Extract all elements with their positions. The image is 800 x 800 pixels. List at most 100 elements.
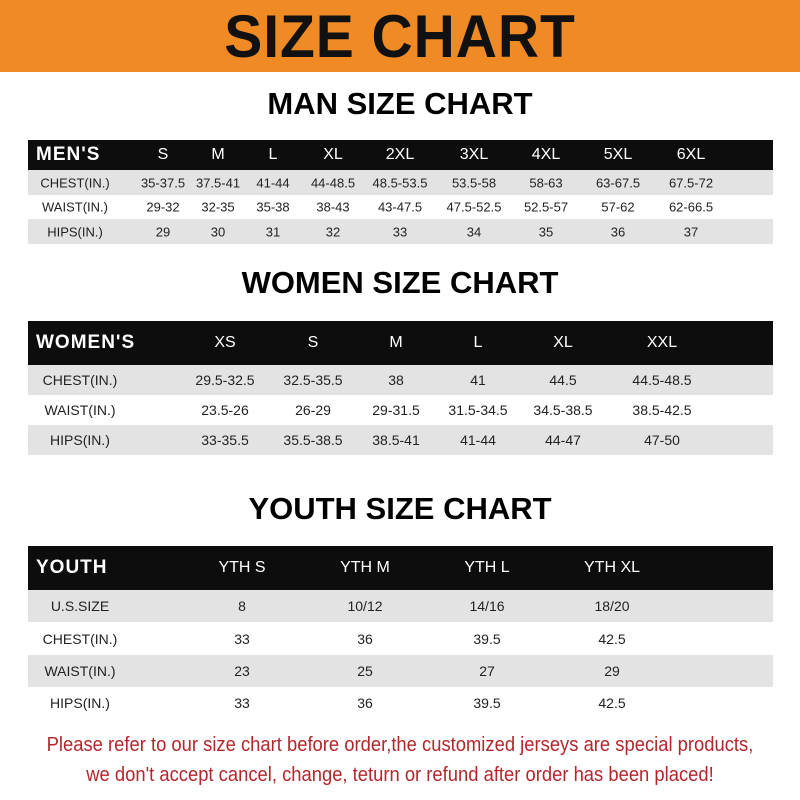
measurement-cell: 44-48.5	[310, 175, 356, 190]
measurement-cell: 36	[357, 630, 373, 647]
measurement-cell: 36	[357, 694, 373, 711]
size-header-cell: 6XL	[676, 146, 706, 163]
measurement-cell: 29	[604, 663, 620, 679]
measurement-cell: 67.5-72	[668, 175, 714, 190]
measurement-cell: 14/16	[469, 598, 505, 614]
title-banner	[0, 0, 800, 72]
women-size-table: WOMEN'S XS S M L XL XXL CHEST(IN.) 29.5-32.5 32.5…	[28, 321, 773, 455]
size-header-cell: XL	[323, 146, 343, 163]
size-header-cell: XXL	[646, 334, 678, 351]
notice-line-2: we don't accept cancel, change, teturn o…	[86, 764, 714, 786]
table-row: HIPS(IN.) 29 30 31 32 33 34 35 36 37	[28, 219, 773, 244]
measurement-cell: 33	[392, 224, 408, 239]
measurement-cell: 42.5	[598, 630, 626, 647]
row-label: HIPS(IN.)	[50, 432, 110, 448]
measurement-cell: 44.5	[549, 372, 577, 388]
main-title: SIZE CHART	[224, 3, 576, 70]
measurement-cell: 26-29	[295, 402, 331, 418]
measurement-cell: 29	[155, 224, 171, 239]
row-label: CHEST(IN.)	[42, 630, 118, 647]
table-row: HIPS(IN.) 33 36 39.5 42.5	[28, 687, 773, 718]
measurement-cell: 48.5-53.5	[372, 175, 428, 190]
measurement-cell: 29-31.5	[372, 402, 420, 418]
measurement-cell: 32.5-35.5	[283, 372, 343, 388]
row-label: HIPS(IN.)	[50, 694, 110, 711]
row-label: CHEST(IN.)	[42, 372, 118, 388]
measurement-cell: 35.5-38.5	[283, 432, 343, 448]
measurement-cell: 39.5	[473, 630, 501, 647]
measurement-cell: 33	[234, 630, 250, 647]
row-label: WAIST(IN.)	[42, 199, 108, 215]
measurement-cell: 41	[470, 372, 486, 388]
row-label: WAIST(IN.)	[44, 402, 116, 418]
size-header-cell: 5XL	[603, 146, 633, 163]
size-header-cell: YTH XL	[583, 559, 641, 576]
measurement-cell: 39.5	[473, 694, 501, 711]
measurement-cell: 34	[466, 224, 482, 239]
table-title-cell: MEN'S	[36, 144, 101, 165]
measurement-cell: 31	[265, 224, 281, 239]
measurement-cell: 63-67.5	[595, 175, 641, 190]
measurement-cell: 38-43	[316, 199, 350, 215]
table-row: U.S.SIZE 8 10/12 14/16 18/20	[28, 590, 773, 622]
size-header-cell: L	[473, 334, 483, 351]
measurement-cell: 37	[683, 224, 699, 239]
size-header-cell: S	[307, 334, 319, 351]
measurement-cell: 44-47	[545, 432, 581, 448]
measurement-cell: 53.5-58	[451, 175, 497, 190]
measurement-cell: 35-37.5	[140, 175, 186, 190]
measurement-cell: 30	[210, 224, 226, 239]
measurement-cell: 37.5-41	[195, 175, 241, 190]
measurement-cell: 33	[234, 694, 250, 711]
size-header-cell: YTH S	[218, 559, 266, 576]
table-header-row: MEN'S S M L XL 2XL 3XL 4XL 5XL 6XL	[28, 140, 773, 170]
measurement-cell: 27	[479, 663, 495, 679]
size-header-cell: 2XL	[385, 146, 415, 163]
size-header-cell: 4XL	[531, 146, 561, 163]
measurement-cell: 38	[388, 372, 404, 388]
table-row: CHEST(IN.) 35-37.5 37.5-41 41-44 44-48.5 48.5…	[28, 170, 773, 195]
row-label: U.S.SIZE	[50, 598, 110, 614]
measurement-cell: 41-44	[460, 432, 496, 448]
youth-size-table: YOUTH YTH S YTH M YTH L YTH XL U.S.SIZE 8 10/12…	[28, 546, 773, 718]
row-label: WAIST(IN.)	[44, 663, 116, 679]
measurement-cell: 35-38	[256, 199, 290, 215]
measurement-cell: 58-63	[529, 175, 563, 190]
measurement-cell: 47.5-52.5	[446, 199, 502, 215]
table-row: WAIST(IN.) 23.5-26 26-29 29-31.5 31.5-34.5 34…	[28, 395, 773, 425]
measurement-cell: 23	[234, 663, 250, 679]
size-header-cell: XS	[214, 334, 236, 351]
measurement-cell: 32-35	[201, 199, 235, 215]
women-section-title: WOMEN SIZE CHART	[241, 265, 559, 300]
size-header-cell: YTH M	[340, 559, 390, 576]
measurement-cell: 32	[325, 224, 341, 239]
table-header-row: YOUTH YTH S YTH M YTH L YTH XL	[28, 546, 773, 590]
measurement-cell: 42.5	[598, 694, 626, 711]
men-size-table: MEN'S S M L XL 2XL 3XL 4XL 5XL 6XL CHEST(IN.) 35-37…	[28, 140, 773, 244]
row-label: HIPS(IN.)	[47, 224, 103, 239]
measurement-cell: 35	[538, 224, 554, 239]
size-header-cell: M	[211, 146, 225, 163]
men-section-title: MAN SIZE CHART	[267, 86, 533, 121]
table-row: HIPS(IN.) 33-35.5 35.5-38.5 38.5-41 41-44 44-…	[28, 425, 773, 455]
measurement-cell: 10/12	[347, 598, 383, 614]
notice-line-1: Please refer to our size chart before or…	[46, 734, 754, 756]
measurement-cell: 57-62	[601, 199, 635, 215]
table-row: CHEST(IN.) 33 36 39.5 42.5	[28, 622, 773, 655]
youth-section-title: YOUTH SIZE CHART	[248, 491, 552, 526]
measurement-cell: 43-47.5	[377, 199, 423, 215]
measurement-cell: 31.5-34.5	[448, 402, 508, 418]
size-header-cell: M	[389, 334, 403, 351]
measurement-cell: 62-66.5	[668, 199, 714, 215]
measurement-cell: 23.5-26	[201, 402, 249, 418]
measurement-cell: 38.5-41	[372, 432, 420, 448]
measurement-cell: 36	[610, 224, 626, 239]
size-header-cell: S	[157, 146, 169, 163]
size-header-cell: YTH L	[464, 559, 510, 576]
measurement-cell: 38.5-42.5	[632, 402, 692, 418]
measurement-cell: 29.5-32.5	[195, 372, 255, 388]
measurement-cell: 34.5-38.5	[533, 402, 593, 418]
measurement-cell: 44.5-48.5	[632, 372, 692, 388]
table-row: WAIST(IN.) 23 25 27 29	[28, 655, 773, 687]
